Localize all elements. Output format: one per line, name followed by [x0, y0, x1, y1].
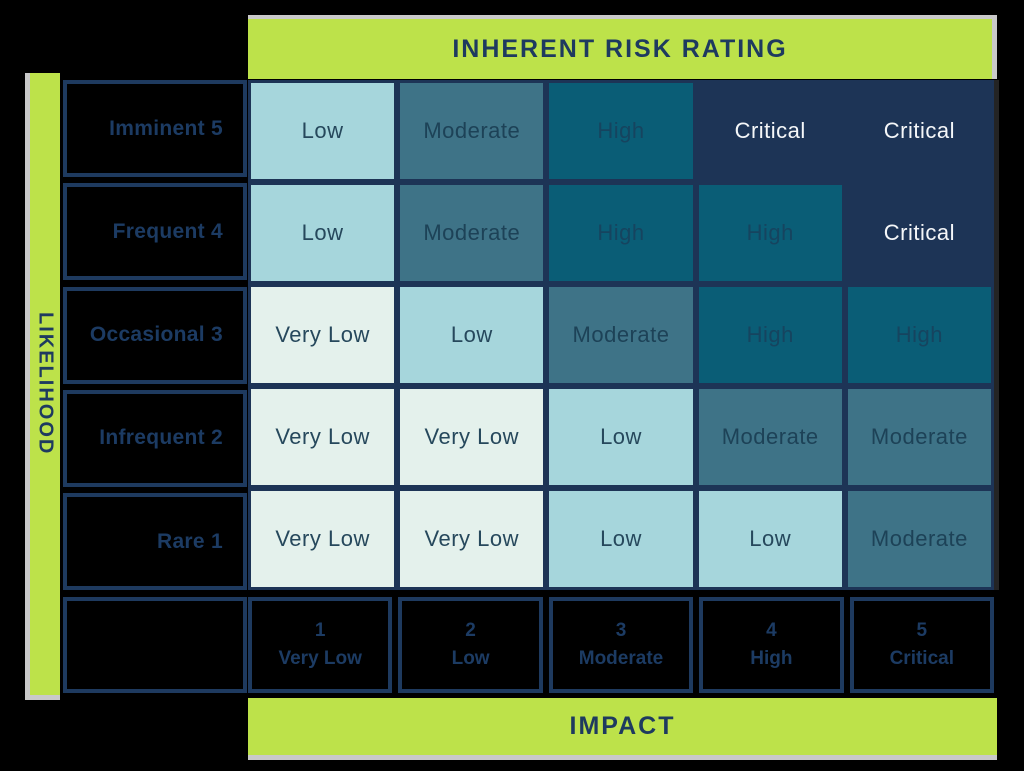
- risk-cell-r2c1: Low: [248, 182, 398, 284]
- risk-cell-r5c5: Moderate: [844, 488, 994, 590]
- likelihood-axis-banner: LIKELIHOOD: [25, 73, 60, 700]
- risk-cell-r5c4: Low: [695, 488, 845, 590]
- risk-cell-r4c3: Low: [546, 386, 696, 488]
- risk-cell-r5c3: Low: [546, 488, 696, 590]
- impact-scale-cell-2: 2 Low: [398, 597, 543, 693]
- likelihood-label-rare: Rare 1: [63, 493, 247, 590]
- impact-scale-number: 2: [465, 620, 476, 642]
- impact-scale-name: High: [750, 648, 793, 669]
- inherent-risk-rating-banner: INHERENT RISK RATING: [248, 15, 997, 79]
- risk-cell-r3c2: Low: [397, 284, 547, 386]
- risk-cell-r2c5: Critical: [844, 182, 994, 284]
- risk-cell-r1c2: Moderate: [397, 80, 547, 182]
- likelihood-label-imminent: Imminent 5: [63, 80, 247, 177]
- x-axis-label: IMPACT: [569, 712, 676, 740]
- impact-scale-cell-1: 1 Very Low: [248, 597, 393, 693]
- risk-cell-r2c3: High: [546, 182, 696, 284]
- risk-cell-r3c1: Very Low: [248, 284, 398, 386]
- risk-cell-r1c4: Critical: [695, 80, 845, 182]
- impact-scale-name: Critical: [889, 648, 954, 669]
- risk-cell-r4c4: Moderate: [695, 386, 845, 488]
- impact-scale-number: 1: [314, 620, 326, 642]
- risk-cell-r3c5: High: [844, 284, 994, 386]
- chart-title: INHERENT RISK RATING: [452, 34, 788, 63]
- risk-cell-r1c1: Low: [248, 80, 398, 182]
- risk-cell-r2c4: High: [695, 182, 845, 284]
- risk-cell-r5c2: Very Low: [397, 488, 547, 590]
- risk-matrix-grid: Low Moderate High Critical Critical Low …: [248, 80, 994, 590]
- y-axis-label: LIKELIHOOD: [34, 312, 57, 456]
- impact-scale-number: 5: [916, 620, 928, 642]
- risk-cell-r3c3: Moderate: [546, 284, 696, 386]
- impact-scale-cell-5: 5 Critical: [849, 597, 994, 693]
- impact-scale-cell-4: 4 High: [699, 597, 844, 693]
- likelihood-label-frequent: Frequent 4: [63, 183, 247, 281]
- impact-scale-name: Very Low: [278, 648, 362, 669]
- likelihood-label-infrequent: Infrequent 2: [63, 389, 247, 487]
- impact-scale-row: 1 Very Low 2 Low 3 Moderate 4 High 5 Cri…: [248, 597, 994, 693]
- risk-cell-r2c2: Moderate: [397, 182, 547, 284]
- risk-cell-r3c4: High: [695, 284, 845, 386]
- risk-cell-r4c2: Very Low: [397, 386, 547, 488]
- impact-scale-name: Low: [451, 648, 490, 669]
- risk-cell-r1c5: Critical: [844, 80, 994, 182]
- likelihood-labels-column: Imminent 5 Frequent 4 Occasional 3 Infre…: [63, 80, 247, 590]
- impact-scale-cell-3: 3 Moderate: [548, 597, 694, 693]
- impact-axis-banner: IMPACT: [248, 698, 997, 760]
- risk-cell-r5c1: Very Low: [248, 488, 398, 590]
- impact-scale-name: Moderate: [578, 648, 664, 669]
- axis-corner-empty-cell: [63, 597, 247, 693]
- likelihood-label-occasional: Occasional 3: [63, 286, 247, 384]
- risk-cell-r1c3: High: [546, 80, 696, 182]
- impact-scale-number: 4: [766, 620, 777, 642]
- risk-cell-r4c5: Moderate: [844, 386, 994, 488]
- risk-cell-r4c1: Very Low: [248, 386, 398, 488]
- impact-scale-number: 3: [615, 620, 627, 642]
